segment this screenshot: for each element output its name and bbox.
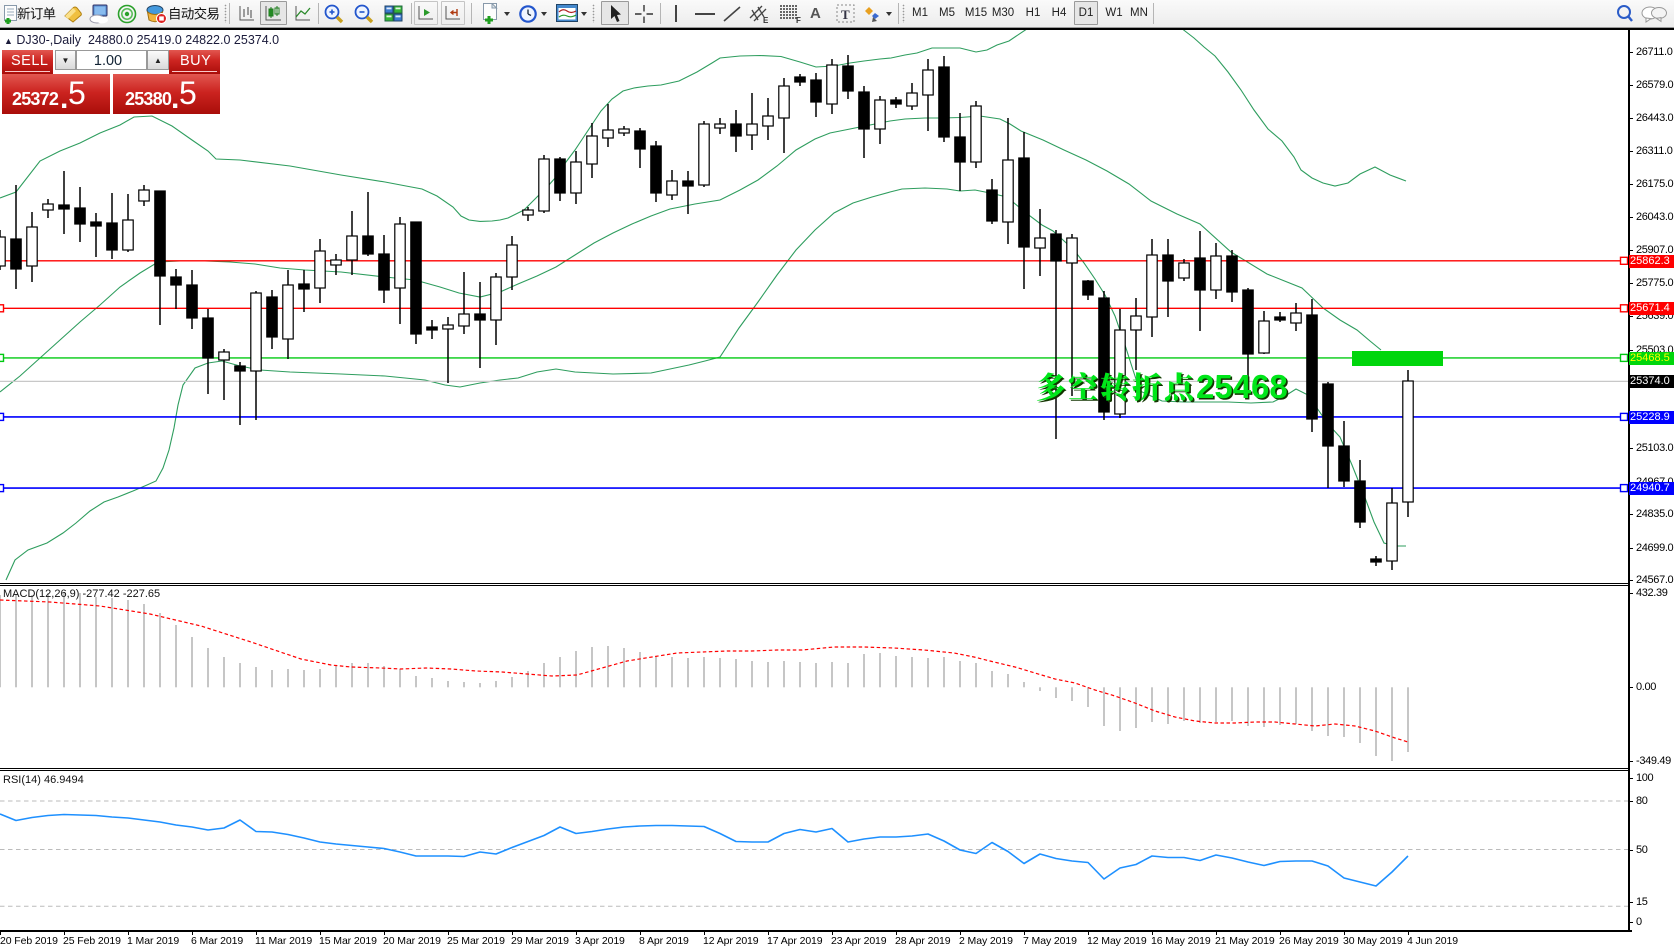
svg-text:25468: 25468 (1196, 368, 1288, 405)
svg-text:E: E (763, 16, 769, 24)
svg-text:25468: 25468 (1198, 370, 1290, 407)
svg-text:T: T (841, 7, 850, 22)
svg-text:F: F (796, 16, 801, 24)
